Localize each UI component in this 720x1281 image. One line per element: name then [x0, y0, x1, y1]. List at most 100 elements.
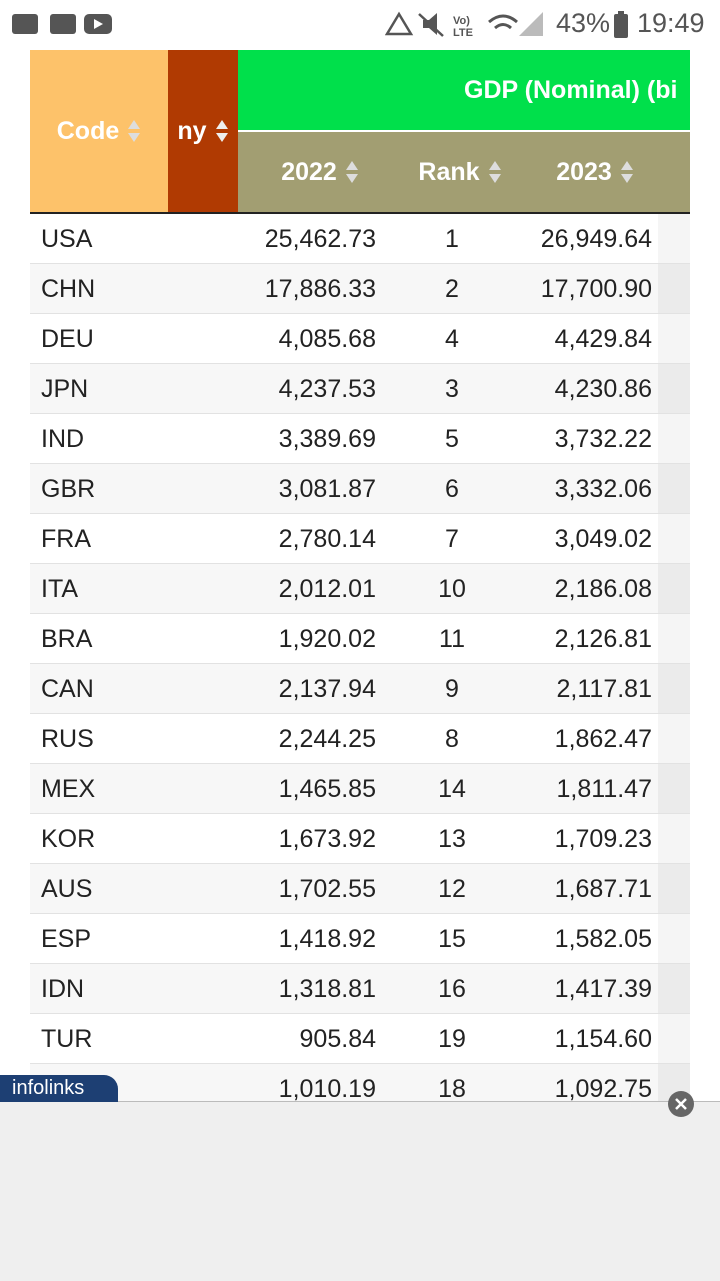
header-2022: 2022: [250, 132, 390, 212]
cell-code: CHN: [41, 275, 96, 303]
svg-text:Vo): Vo): [453, 15, 470, 27]
cell-code: TUR: [41, 1025, 93, 1053]
system-icons: Vo)LTE: [385, 11, 543, 38]
cell-rank: 7: [445, 525, 459, 553]
header-2023: 2023: [530, 132, 660, 212]
cell-rank: 18: [438, 1075, 466, 1103]
row-edge: [658, 614, 690, 663]
cell-rank: 9: [445, 675, 459, 703]
cell-2023: 1,811.47: [556, 775, 652, 803]
cell-2023: 2,186.08: [554, 575, 652, 603]
table-row: JPN 4,237.53 3 4,230.86: [30, 364, 690, 414]
status-icons: [12, 14, 112, 34]
cell-2022: 1,702.55: [278, 875, 376, 903]
cell-code: KOR: [41, 825, 96, 853]
cell-rank: 6: [445, 475, 459, 503]
cell-2022: 2,244.25: [278, 725, 376, 753]
cell-rank: 4: [445, 325, 459, 353]
cell-2023: 4,429.84: [554, 325, 652, 353]
cell-2022: 17,886.33: [264, 275, 376, 303]
status-bar: Vo) LTE 43% 19:49: [0, 0, 720, 48]
header-rank: Rank: [400, 132, 520, 212]
cell-rank: 13: [438, 825, 466, 853]
cell-2022: 1,673.92: [278, 825, 376, 853]
row-edge: [658, 314, 690, 363]
cell-code: ESP: [41, 925, 92, 953]
header-sub: [238, 132, 690, 212]
table-row: ESP 1,418.92 15 1,582.05: [30, 914, 690, 964]
cell-2023: 1,092.75: [554, 1075, 652, 1103]
cell-2023: 17,700.90: [540, 275, 652, 303]
row-edge: [658, 764, 690, 813]
cell-rank: 12: [438, 875, 466, 903]
cell-2023: 1,687.71: [554, 875, 652, 903]
cell-2023: 2,126.81: [554, 625, 652, 653]
cell-rank: 5: [445, 425, 459, 453]
cell-code: ITA: [41, 575, 79, 603]
row-edge: [658, 714, 690, 763]
cell-2023: 26,949.64: [540, 225, 652, 253]
sort-icon: [345, 161, 358, 183]
table-row: MEX 1,465.85 14 1,811.47: [30, 764, 690, 814]
battery-text: 43%: [556, 8, 611, 38]
cell-2023: 4,230.86: [554, 375, 652, 403]
cell-2022: 1,318.81: [278, 975, 376, 1003]
table-row: ITA 2,012.01 10 2,186.08: [30, 564, 690, 614]
table-row: IDN 1,318.81 16 1,417.39: [30, 964, 690, 1014]
row-edge: [658, 664, 690, 713]
header-text: 2023: [556, 157, 612, 186]
battery-icon: [614, 11, 628, 38]
table-row: KOR 1,673.92 13 1,709.23: [30, 814, 690, 864]
cell-2023: 1,709.23: [554, 825, 652, 853]
cell-2022: 3,081.87: [278, 475, 376, 503]
ad-area: [0, 1101, 720, 1281]
table-row: RUS 2,244.25 8 1,862.47: [30, 714, 690, 764]
cell-code: FRA: [41, 525, 91, 553]
table-row: FRA 2,780.14 7 3,049.02: [30, 514, 690, 564]
cell-rank: 11: [439, 625, 465, 653]
row-edge: [658, 964, 690, 1013]
table-row: CHN 17,886.33 2 17,700.90: [30, 264, 690, 314]
cell-2022: 2,137.94: [278, 675, 376, 703]
sort-icon: [128, 120, 141, 142]
cell-code: MEX: [41, 775, 96, 803]
cell-rank: 3: [445, 375, 459, 403]
table-row: CAN 2,137.94 9 2,117.81: [30, 664, 690, 714]
sort-icon: [215, 120, 228, 142]
cell-rank: 19: [438, 1025, 466, 1053]
cell-rank: 16: [438, 975, 466, 1003]
row-edge: [658, 414, 690, 463]
cell-code: AUS: [41, 875, 93, 903]
cell-2023: 3,332.06: [554, 475, 652, 503]
cell-2022: 4,085.68: [278, 325, 376, 353]
table-row: GBR 3,081.87 6 3,332.06: [30, 464, 690, 514]
cell-2023: 2,117.81: [556, 675, 652, 703]
header-text: GDP (Nominal) (bi: [464, 75, 678, 104]
cell-2022: 2,012.01: [278, 575, 376, 603]
cell-code: GBR: [41, 475, 96, 503]
cell-2022: 4,237.53: [278, 375, 376, 403]
cell-2022: 2,780.14: [278, 525, 376, 553]
header-code: Code: [30, 50, 168, 212]
cell-2022: 25,462.73: [264, 225, 376, 253]
row-edge: [658, 1014, 690, 1063]
cell-2023: 3,732.22: [554, 425, 652, 453]
cell-2022: 1,465.85: [278, 775, 376, 803]
cell-rank: 10: [438, 575, 466, 603]
cell-2023: 3,049.02: [554, 525, 652, 553]
row-edge: [658, 264, 690, 313]
cell-2022: 3,389.69: [278, 425, 376, 453]
table-row: USA 25,462.73 1 26,949.64: [30, 214, 690, 264]
row-edge: [658, 364, 690, 413]
close-button[interactable]: [667, 1090, 695, 1118]
cell-2023: 1,582.05: [554, 925, 652, 953]
cell-2023: 1,417.39: [554, 975, 652, 1003]
cell-2022: 1,920.02: [278, 625, 376, 653]
cell-rank: 14: [438, 775, 466, 803]
header-text: ny: [177, 116, 207, 145]
clock: 19:49: [637, 8, 705, 38]
table-row: BRA 1,920.02 11 2,126.81: [30, 614, 690, 664]
cell-code: RUS: [41, 725, 94, 753]
row-edge: [658, 564, 690, 613]
